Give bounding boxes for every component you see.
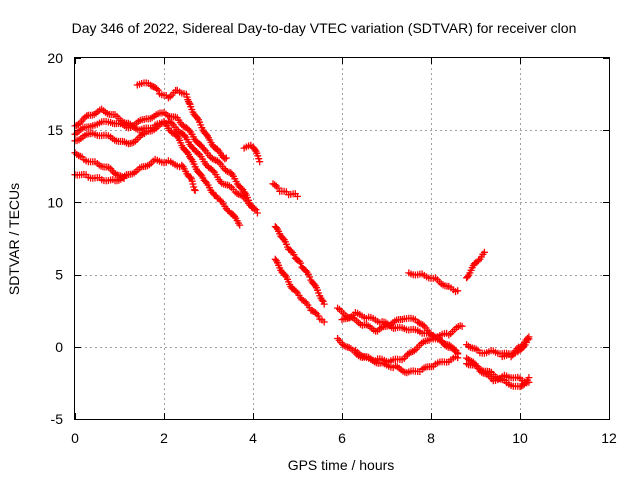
series-track-9 — [271, 223, 328, 308]
plot-frame — [74, 57, 610, 420]
x-axis-label: GPS time / hours — [288, 457, 395, 473]
x-tick-label: 0 — [71, 430, 79, 446]
series-markers — [334, 335, 462, 366]
series-markers — [351, 346, 462, 377]
y-tick-label: 10 — [47, 194, 63, 210]
chart-title: Day 346 of 2022, Sidereal Day-to-day VTE… — [72, 20, 577, 36]
series-markers — [71, 118, 244, 229]
series-markers — [463, 354, 533, 387]
series-markers — [240, 141, 264, 166]
series-track-15 — [405, 269, 462, 296]
series-markers — [463, 248, 488, 282]
series-markers — [338, 309, 466, 342]
y-tick-label: 5 — [55, 267, 63, 283]
y-tick-label: 0 — [55, 339, 63, 355]
series-track-14 — [351, 346, 462, 377]
series-track-7 — [240, 141, 264, 166]
y-tick-label: 15 — [47, 122, 63, 138]
series-track-10 — [271, 255, 328, 326]
x-tick-label: 2 — [160, 430, 168, 446]
y-axis-label: SDTVAR / TECUs — [6, 183, 22, 295]
series-markers — [269, 180, 301, 200]
series-markers — [271, 223, 328, 308]
series-track-12 — [338, 309, 466, 342]
series-markers — [271, 255, 328, 326]
series-track-20 — [498, 334, 533, 361]
series-track-13 — [334, 335, 462, 366]
x-tick-label: 12 — [601, 430, 617, 446]
y-tick-label: -5 — [51, 411, 64, 427]
x-tick-label: 10 — [512, 430, 528, 446]
axis-ticks: 0 2 4 6 8 10 12 -5 0 5 10 15 20 — [47, 50, 617, 446]
x-tick-label: 8 — [427, 430, 435, 446]
series-markers — [405, 269, 462, 296]
y-tick-label: 20 — [47, 50, 63, 66]
series-markers — [498, 334, 533, 361]
x-tick-label: 4 — [249, 430, 257, 446]
series-track-16 — [463, 248, 488, 282]
series-markers — [133, 79, 230, 163]
series-track-6 — [133, 79, 230, 163]
x-tick-label: 6 — [338, 430, 346, 446]
series-track-19 — [463, 354, 533, 387]
grid-lines — [75, 58, 609, 419]
data-points — [71, 79, 533, 391]
series-track-8 — [269, 180, 301, 200]
series-track-2 — [71, 118, 244, 229]
